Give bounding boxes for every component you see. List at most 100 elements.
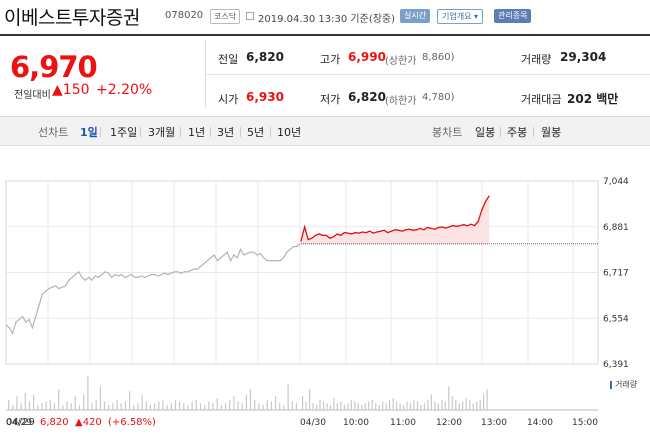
data-point	[376, 231, 378, 233]
volume-bar	[309, 389, 311, 410]
data-point	[170, 272, 172, 274]
x-tick-label: 04/29	[6, 418, 32, 428]
tab-1w[interactable]: 1주일	[110, 126, 138, 139]
data-point	[300, 240, 302, 242]
timestamp: 2019.04.30 13:30 기준(장중)	[258, 14, 396, 25]
tab-divider	[100, 127, 101, 137]
data-point	[314, 234, 317, 236]
data-point	[448, 226, 450, 228]
data-point	[401, 230, 403, 232]
data-point	[459, 225, 461, 227]
data-point	[466, 225, 468, 227]
volume-bar	[129, 391, 131, 410]
company-info-label: 기업개요	[442, 12, 472, 21]
data-point	[12, 332, 14, 335]
volume-bar	[149, 404, 151, 410]
stock-code: 078020	[165, 10, 204, 21]
x-tick-label: 04/30	[300, 418, 326, 428]
candle-chart-label: 봉차트	[432, 126, 463, 139]
data-point	[74, 274, 76, 276]
volume-bar	[472, 403, 474, 410]
data-point	[455, 225, 458, 227]
volume-bar	[66, 401, 68, 410]
data-point	[97, 276, 100, 278]
volume-bar	[154, 403, 156, 410]
data-point	[426, 226, 429, 229]
change-percent: +2.20%	[96, 82, 153, 98]
data-point	[183, 271, 185, 273]
volume-bar	[479, 399, 481, 410]
y-tick-label: 6,717	[603, 269, 629, 279]
tab-1y[interactable]: 1년	[188, 126, 206, 139]
data-point	[160, 274, 162, 276]
volume-bar	[170, 403, 172, 410]
data-point	[55, 285, 57, 287]
open-label: 시가	[218, 93, 239, 106]
data-point	[488, 195, 490, 197]
data-point	[452, 225, 454, 227]
volume-bar	[99, 386, 101, 410]
volume-bar	[333, 398, 335, 410]
x-tick-label: 12:00	[436, 418, 462, 428]
volume-bar	[12, 404, 14, 410]
volume-bar	[58, 389, 60, 410]
volume-bar	[8, 399, 10, 410]
up-triangle-icon: ▲	[52, 82, 63, 98]
volume-bar	[455, 399, 457, 410]
tab-monthly-candle[interactable]: 월봉	[541, 126, 562, 139]
data-point	[233, 254, 235, 256]
x-tick-label: 10:00	[343, 418, 369, 428]
lower-limit-label: (하한가	[385, 96, 417, 107]
data-point	[269, 260, 271, 262]
change-amount: ▲150	[52, 82, 90, 98]
realtime-button[interactable]: 실시간	[400, 9, 431, 23]
data-point	[394, 229, 396, 231]
data-point	[213, 254, 215, 256]
volume-bar	[399, 403, 401, 410]
tab-divider	[140, 127, 141, 137]
data-point	[150, 274, 152, 276]
volume-bar	[137, 403, 139, 410]
volume-bar	[375, 403, 377, 410]
data-point	[35, 316, 37, 318]
volume-bar	[174, 399, 177, 410]
tab-1d[interactable]: 1일	[80, 126, 98, 139]
checkbox-icon[interactable]: ☐	[245, 10, 255, 23]
volume-bar	[212, 403, 214, 410]
tab-daily-candle[interactable]: 일봉	[475, 126, 496, 139]
volume-bar	[262, 404, 264, 410]
data-point	[398, 229, 400, 231]
data-point	[322, 234, 324, 236]
volume-bar	[53, 403, 56, 410]
company-info-dropdown[interactable]: 기업개요 ▾	[437, 9, 484, 24]
data-point	[45, 290, 47, 292]
volume-bar	[336, 403, 338, 410]
series-line-previous-day	[5, 243, 301, 336]
market-tag: 코스닥	[210, 9, 241, 24]
volume-bar	[302, 396, 304, 410]
tab-5y[interactable]: 5년	[247, 126, 265, 139]
managed-stock-badge[interactable]: 관리종목	[494, 9, 532, 23]
data-point	[187, 271, 189, 273]
volume-bar	[145, 401, 147, 410]
volume-bar	[315, 404, 318, 410]
data-point	[164, 272, 166, 274]
tab-weekly-candle[interactable]: 주봉	[507, 126, 528, 139]
volume-bar	[392, 398, 394, 410]
tab-3m[interactable]: 3개월	[148, 126, 176, 139]
tab-divider	[240, 127, 241, 137]
data-point	[463, 224, 465, 226]
volume-bar	[427, 399, 429, 410]
volume-bar	[437, 403, 439, 410]
x-tick-label: 11:00	[390, 418, 416, 428]
volume-bar	[434, 401, 436, 410]
data-point	[412, 229, 414, 231]
tab-10y[interactable]: 10년	[277, 126, 302, 139]
tab-3y[interactable]: 3년	[217, 126, 235, 139]
volume-bar	[469, 399, 471, 410]
data-point	[299, 243, 301, 245]
volume-bar	[270, 401, 272, 410]
compare-label: 전일대비	[14, 90, 51, 101]
footer-change-pct: (+6.58%)	[108, 417, 156, 428]
